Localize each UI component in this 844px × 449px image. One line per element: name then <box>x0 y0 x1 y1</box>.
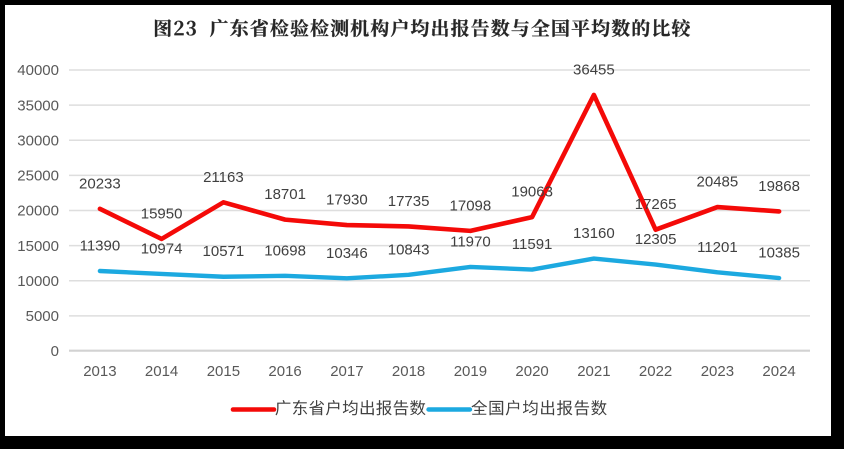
svg-text:20485: 20485 <box>697 174 739 191</box>
svg-text:17930: 17930 <box>326 192 368 209</box>
svg-text:17735: 17735 <box>388 193 430 210</box>
svg-text:19063: 19063 <box>511 184 553 201</box>
svg-text:36455: 36455 <box>573 61 615 78</box>
svg-text:2013: 2013 <box>83 363 116 380</box>
svg-text:17265: 17265 <box>635 196 677 213</box>
svg-text:11970: 11970 <box>450 233 491 250</box>
svg-text:40000: 40000 <box>17 62 59 79</box>
svg-text:2024: 2024 <box>762 363 795 380</box>
svg-text:15950: 15950 <box>141 206 183 223</box>
svg-text:13160: 13160 <box>573 225 615 242</box>
svg-text:2017: 2017 <box>330 363 363 380</box>
svg-text:2018: 2018 <box>392 363 425 380</box>
svg-text:2021: 2021 <box>577 363 610 380</box>
svg-text:18701: 18701 <box>264 186 306 203</box>
svg-text:2023: 2023 <box>701 363 734 380</box>
svg-text:19868: 19868 <box>758 178 800 195</box>
svg-text:10571: 10571 <box>203 243 245 260</box>
svg-text:11390: 11390 <box>80 238 121 255</box>
svg-text:12305: 12305 <box>635 231 677 248</box>
svg-text:2019: 2019 <box>454 363 487 380</box>
svg-text:2015: 2015 <box>207 363 240 380</box>
svg-text:10974: 10974 <box>141 240 183 257</box>
svg-text:25000: 25000 <box>17 168 59 185</box>
svg-text:21163: 21163 <box>203 169 244 186</box>
svg-text:10385: 10385 <box>758 245 800 262</box>
svg-text:10000: 10000 <box>17 273 59 290</box>
svg-text:11591: 11591 <box>512 236 553 253</box>
svg-text:2016: 2016 <box>268 363 301 380</box>
svg-text:15000: 15000 <box>17 238 59 255</box>
svg-text:11201: 11201 <box>697 239 738 256</box>
svg-text:10843: 10843 <box>388 241 430 258</box>
svg-text:20233: 20233 <box>79 175 121 192</box>
svg-text:10698: 10698 <box>264 242 306 259</box>
svg-text:30000: 30000 <box>17 132 59 149</box>
svg-text:17098: 17098 <box>450 197 492 214</box>
svg-text:2022: 2022 <box>639 363 672 380</box>
svg-text:2020: 2020 <box>515 363 548 380</box>
svg-text:5000: 5000 <box>26 308 59 325</box>
svg-text:10346: 10346 <box>326 245 368 262</box>
svg-text:20000: 20000 <box>17 203 59 220</box>
svg-text:0: 0 <box>51 343 59 360</box>
svg-text:2014: 2014 <box>145 363 178 380</box>
svg-text:35000: 35000 <box>17 97 59 114</box>
